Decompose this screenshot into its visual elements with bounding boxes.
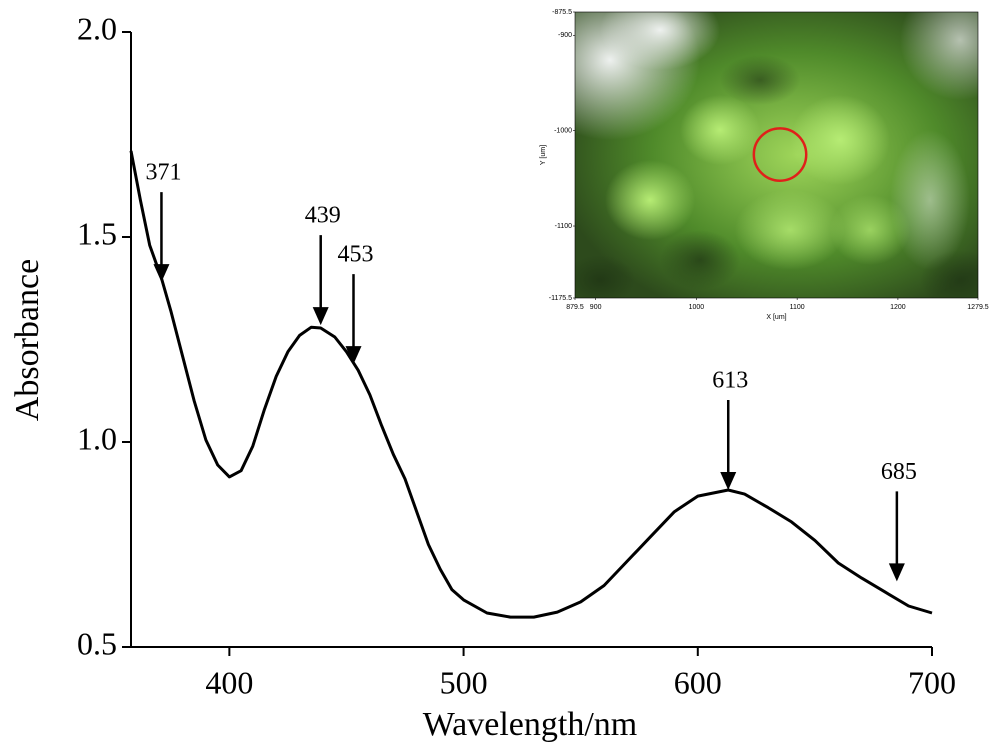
x-axis-label: Wavelength/nm (423, 706, 637, 743)
y-tick-label: 1.0 (77, 420, 117, 456)
annotation-arrowhead (720, 471, 737, 490)
y-tick-label: 2.0 (77, 10, 117, 46)
x-tick-label: 700 (908, 664, 956, 700)
inset-y-tick-label: -875.5 (552, 9, 572, 16)
annotation-label: 613 (712, 367, 748, 393)
x-tick-label: 500 (440, 664, 488, 700)
annotation-label: 439 (305, 203, 341, 229)
inset-frame (574, 11, 979, 299)
spectrum-line (129, 150, 933, 619)
x-tick-label: 600 (674, 664, 722, 700)
inset-x-tick-label: 879.5 (566, 304, 584, 311)
annotation-arrowhead (345, 346, 362, 365)
annotation-label: 371 (145, 160, 181, 186)
annotation-arrowhead (312, 307, 329, 326)
y-tick-label: 1.5 (77, 215, 117, 251)
inset-x-axis-label: X [um] (766, 314, 786, 321)
inset-y-axis-label: Y [um] (540, 145, 547, 165)
measurement-spot (752, 127, 808, 182)
inset-x-tick-label: 1000 (689, 304, 705, 311)
y-axis-label: Absorbance (9, 259, 46, 421)
inset-x-tick-label: 900 (590, 304, 602, 311)
annotation-arrowhead (153, 264, 170, 283)
micrograph (575, 12, 978, 298)
annotation-arrowhead (888, 563, 905, 582)
inset-x-tick-label: 1200 (890, 304, 906, 311)
inset-x-tick-label: 1100 (790, 304, 805, 311)
inset-y-tick-label: -1100 (555, 223, 572, 230)
x-tick-label: 400 (205, 664, 253, 700)
inset-x-tick-label: 1279.5 (967, 304, 989, 311)
inset-y-tick-label: -900 (558, 32, 572, 39)
annotation-label: 685 (881, 459, 917, 485)
y-tick-label: 0.5 (77, 625, 117, 661)
inset-y-tick-label: -1175.5 (549, 295, 572, 302)
inset-y-tick-label: -1000 (554, 128, 572, 135)
annotation-label: 453 (338, 242, 374, 268)
